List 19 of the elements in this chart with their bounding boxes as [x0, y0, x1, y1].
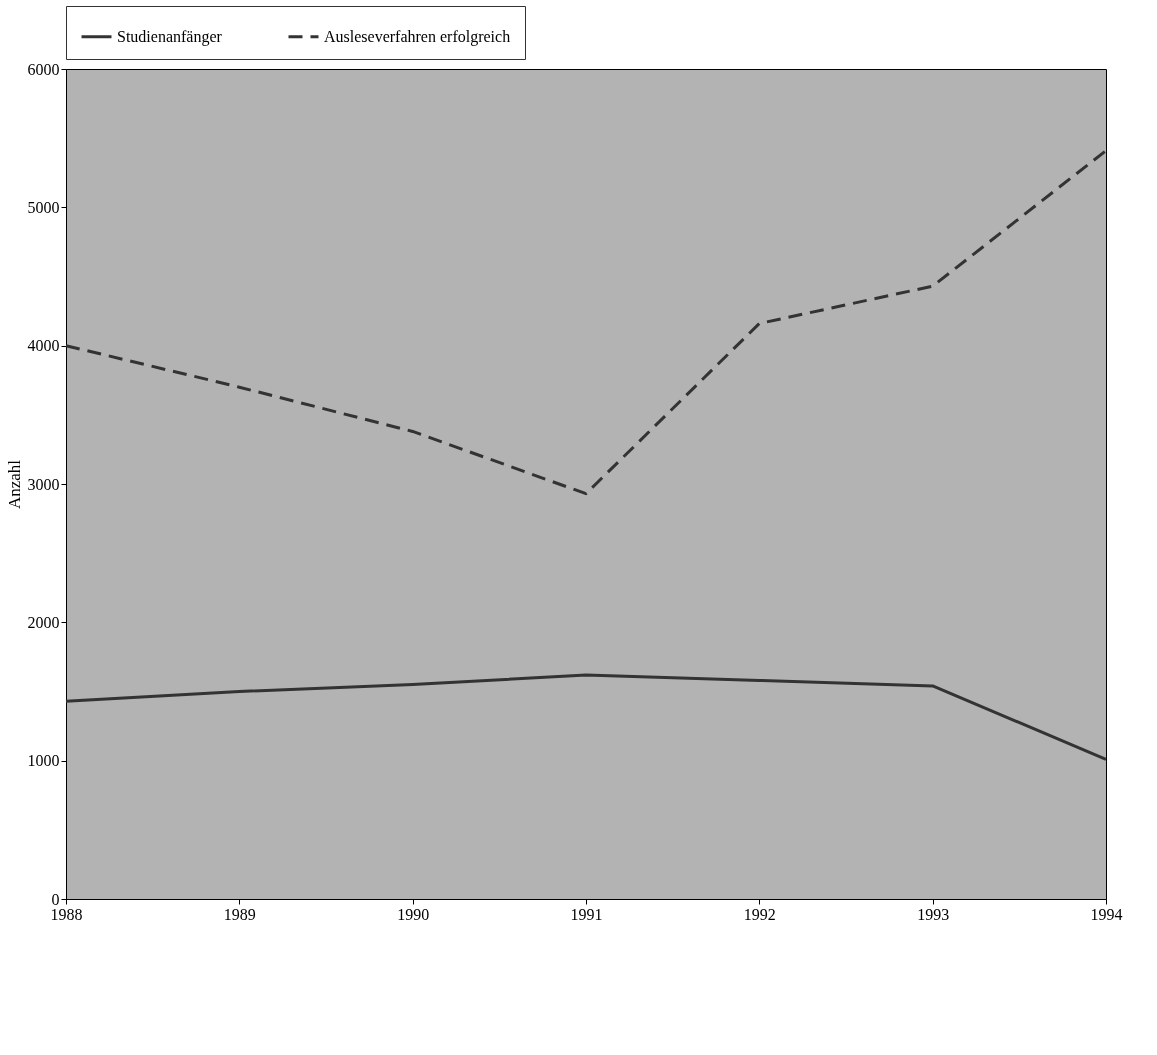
line-series: [64, 673, 1108, 761]
y-tick-label: 0: [51, 890, 60, 908]
y-axis-title: Anzahl: [4, 459, 24, 510]
line-series: [64, 149, 1108, 496]
legend-label: Studienanfänger: [117, 27, 223, 46]
y-tick-label: 2000: [27, 613, 60, 631]
y-tick-label: 4000: [27, 337, 60, 355]
y-tick-label: 6000: [27, 60, 60, 78]
y-tick-label: 3000: [27, 475, 60, 493]
x-tick-label: 1988: [50, 905, 83, 923]
x-tick-label: 1994: [1090, 905, 1123, 923]
legend-label: Ausleseverfahren erfolgreich: [324, 27, 511, 46]
x-tick-label: 1990: [397, 905, 430, 923]
x-tick-label: 1993: [917, 905, 950, 923]
y-tick-label: 5000: [27, 198, 60, 216]
x-tick-label: 1991: [570, 905, 603, 923]
x-tick-label: 1992: [743, 905, 776, 923]
x-tick-label: 1989: [223, 905, 256, 923]
y-tick-label: 1000: [27, 752, 60, 770]
